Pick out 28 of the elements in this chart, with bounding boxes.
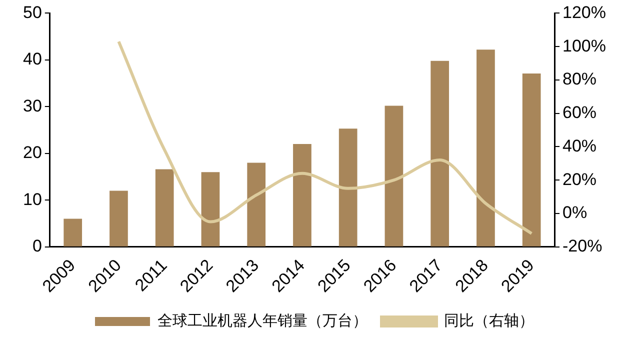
- y-tick-label: 50: [22, 2, 42, 22]
- bar: [110, 190, 128, 246]
- bar: [247, 162, 266, 246]
- y-tick-label: 30: [22, 96, 42, 116]
- bar: [155, 169, 174, 246]
- legend-label: 同比（右轴）: [444, 312, 534, 330]
- y2-tick-label: 40%: [562, 136, 597, 156]
- y-tick-label: 0: [32, 236, 42, 256]
- bar: [476, 50, 495, 246]
- bar: [201, 172, 220, 246]
- y-tick-label: 10: [22, 190, 42, 209]
- line-series: [117, 40, 534, 235]
- y2-tick-label: 80%: [562, 70, 597, 89]
- bar: [293, 144, 312, 246]
- bar: [522, 73, 541, 246]
- y-tick-label: 20: [22, 143, 42, 162]
- bar: [430, 60, 450, 246]
- bar: [338, 128, 358, 246]
- y2-tick-label: 120%: [562, 2, 606, 22]
- bar: [64, 218, 82, 246]
- y2-tick-label: 60%: [562, 103, 597, 122]
- legend-label: 全球工业机器人年销量（万台）: [158, 312, 368, 330]
- y2-tick-label: 100%: [562, 36, 606, 56]
- y2-tick-label: -20%: [562, 236, 602, 256]
- bar: [384, 106, 404, 246]
- y-tick-label: 40: [22, 50, 42, 69]
- y2-tick-label: 0%: [562, 203, 588, 222]
- y2-tick-label: 20%: [562, 170, 597, 189]
